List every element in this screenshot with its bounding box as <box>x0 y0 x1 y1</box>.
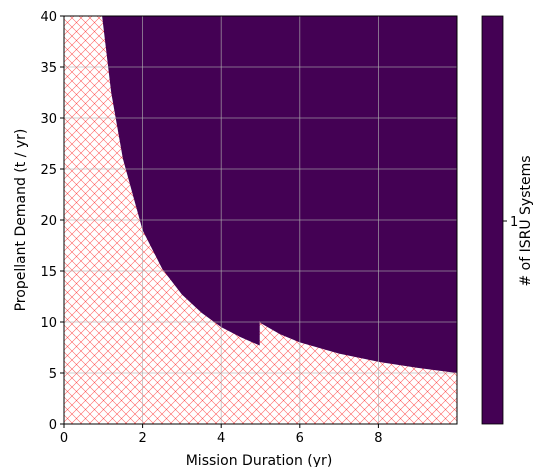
y-tick-label: 30 <box>40 112 57 127</box>
x-tick-label: 4 <box>217 431 225 446</box>
y-axis: 0 5 10 15 20 25 30 35 40 <box>40 10 64 433</box>
y-tick-label: 25 <box>40 163 57 178</box>
x-axis-label: Mission Duration (yr) <box>186 453 333 467</box>
x-axis: 0 2 4 6 8 <box>60 424 383 446</box>
y-tick-label: 40 <box>40 10 57 25</box>
x-tick-label: 8 <box>374 431 382 446</box>
y-tick-label: 10 <box>40 316 57 331</box>
y-axis-label: Propellant Demand (t / yr) <box>13 129 29 312</box>
colorbar-label: # of ISRU Systems <box>518 155 534 286</box>
plot-area <box>63 15 458 425</box>
y-tick-label: 20 <box>40 214 57 229</box>
colorbar-tick-label: 1 <box>510 215 518 230</box>
y-tick-label: 0 <box>49 418 57 433</box>
y-tick-label: 15 <box>40 265 57 280</box>
feasible-region <box>102 16 457 373</box>
x-tick-label: 6 <box>296 431 304 446</box>
y-tick-label: 5 <box>49 367 57 382</box>
x-tick-label: 2 <box>138 431 146 446</box>
colorbar-fill <box>481 15 504 425</box>
x-tick-label: 0 <box>60 431 68 446</box>
gridlines <box>64 16 457 424</box>
colorbar: 1 # of ISRU Systems <box>481 15 534 425</box>
y-tick-label: 35 <box>40 61 57 76</box>
